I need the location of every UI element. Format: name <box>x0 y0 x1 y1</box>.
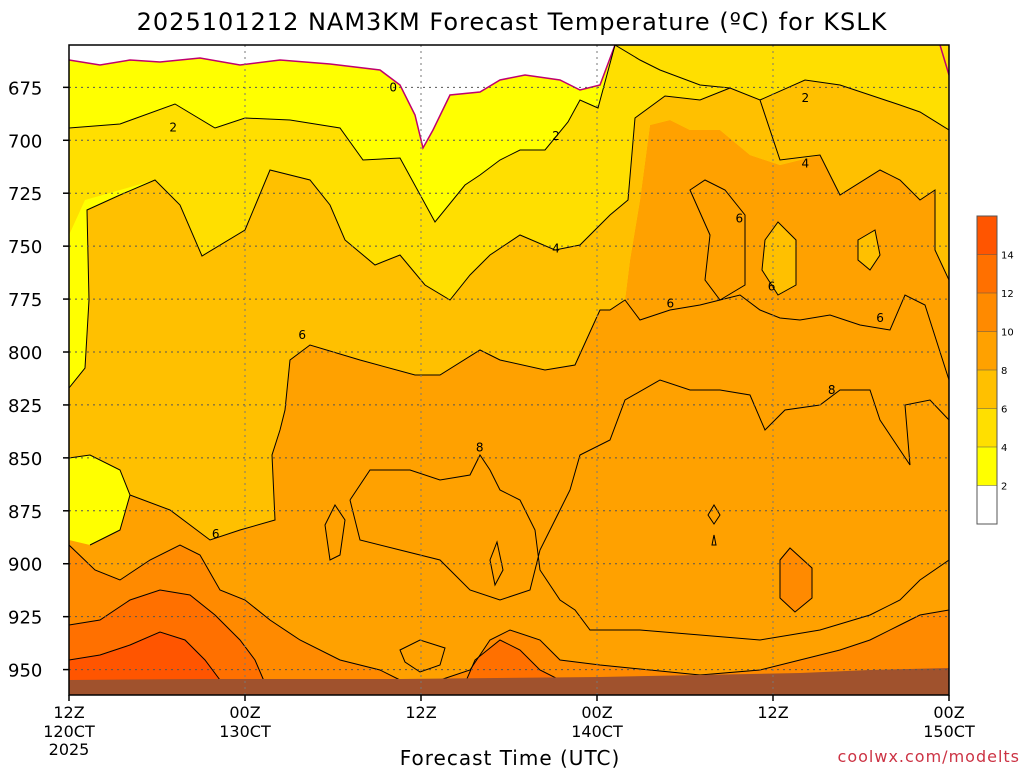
plot-frame <box>68 44 950 696</box>
x-tick-date: 130CT <box>219 722 271 741</box>
band-6-blob-1 <box>762 222 796 295</box>
colorbar-label: 14 <box>1001 251 1014 262</box>
y-axis: 675 700 725 750 775 800 825 850 875 900 925 950 <box>8 78 69 682</box>
colorbar-swatch <box>977 331 997 370</box>
contour-label: 6 <box>298 328 306 342</box>
colorbar-swatch <box>977 370 997 409</box>
colorbar-swatch <box>977 485 997 524</box>
contour-label: 6 <box>876 311 884 325</box>
contour-6-blob-1 <box>761 221 797 296</box>
x-tick-hour: 00Z <box>229 703 260 722</box>
contour-label: 2 <box>169 121 177 135</box>
contour-label: 6 <box>212 527 220 541</box>
colorbar-label: 6 <box>1001 405 1007 416</box>
x-tick-hour: 12Z <box>53 703 84 722</box>
contour-label: 4 <box>801 157 809 171</box>
contour-label: 6 <box>667 296 675 310</box>
x-tick-hour: 12Z <box>757 703 788 722</box>
contour-14 <box>69 631 231 695</box>
contour-10-blob <box>779 547 813 613</box>
contour-label: 4 <box>552 241 560 255</box>
contour-label: 8 <box>476 440 484 454</box>
colorbar-label: 12 <box>1001 289 1014 300</box>
x-axis-title: Forecast Time (UTC) <box>400 746 621 768</box>
colorbar-label: 4 <box>1001 443 1007 454</box>
contour-label: 6 <box>768 279 776 293</box>
colorbar-label: 10 <box>1001 328 1014 339</box>
band-8-10 <box>69 545 949 695</box>
y-tick-label: 950 <box>8 661 42 682</box>
contour-0 <box>69 45 949 151</box>
contour-2 <box>69 45 949 223</box>
x-tick-date: 140CT <box>571 722 623 741</box>
y-tick-label: 700 <box>8 131 42 152</box>
band-warm-blob-east <box>780 548 812 612</box>
y-tick-label: 925 <box>8 608 42 629</box>
credit-text: coolwx.com/modelts <box>838 747 1020 766</box>
y-tick-label: 850 <box>8 449 42 470</box>
contour-8 <box>349 379 949 641</box>
contour-10-small <box>399 639 446 673</box>
x-tick-date: 120CT <box>43 722 95 741</box>
colorbar-swatch <box>977 254 997 293</box>
chart-title: 2025101212 NAM3KM Forecast Temperature (… <box>137 8 888 36</box>
colorbar-swatch <box>977 216 997 255</box>
y-tick-label: 750 <box>8 237 42 258</box>
colorbar-swatch <box>977 447 997 486</box>
contour-8-small-2 <box>489 540 504 587</box>
colorbar-swatch <box>977 408 997 447</box>
y-tick-label: 675 <box>8 78 42 99</box>
y-tick-label: 825 <box>8 396 42 417</box>
contour-6-upper <box>689 179 746 301</box>
y-tick-label: 725 <box>8 184 42 205</box>
x-tick-hour: 12Z <box>405 703 436 722</box>
colorbar-label: 8 <box>1001 366 1007 377</box>
grid-lines <box>69 45 949 695</box>
contour-label: 6 <box>735 212 743 226</box>
contour-8-small-1 <box>324 504 346 561</box>
contour-6-blob-2 <box>857 229 881 271</box>
colorbar-swatch <box>977 293 997 332</box>
y-tick-label: 775 <box>8 290 42 311</box>
ground-surface <box>69 668 949 695</box>
contour-label: 0 <box>389 80 397 94</box>
contour-10 <box>69 544 949 681</box>
x-tick-hour: 00Z <box>581 703 612 722</box>
band-6-blob-2 <box>858 230 880 270</box>
y-tick-label: 900 <box>8 555 42 576</box>
contour-label: 2 <box>552 129 560 143</box>
y-tick-label: 875 <box>8 502 42 523</box>
x-tick-hour: 00Z <box>933 703 964 722</box>
contour-6 <box>69 294 949 546</box>
band-4-6 <box>69 80 949 540</box>
colorbar-label: 2 <box>1001 482 1007 493</box>
band-2-4 <box>69 45 949 300</box>
contour-lines <box>69 45 949 695</box>
y-tick-label: 800 <box>8 343 42 364</box>
x-tick-year: 2025 <box>49 740 90 759</box>
contour-8-small-3 <box>707 504 721 546</box>
contour-label: 2 <box>801 91 809 105</box>
contour-4 <box>69 87 949 389</box>
contour-label: 8 <box>828 383 836 397</box>
colorbar: 2 4 6 8 10 12 14 <box>976 215 1014 525</box>
x-tick-date: 150CT <box>923 722 975 741</box>
contour-labels: 0 2 2 2 4 4 6 6 6 6 6 6 8 8 <box>169 80 884 541</box>
